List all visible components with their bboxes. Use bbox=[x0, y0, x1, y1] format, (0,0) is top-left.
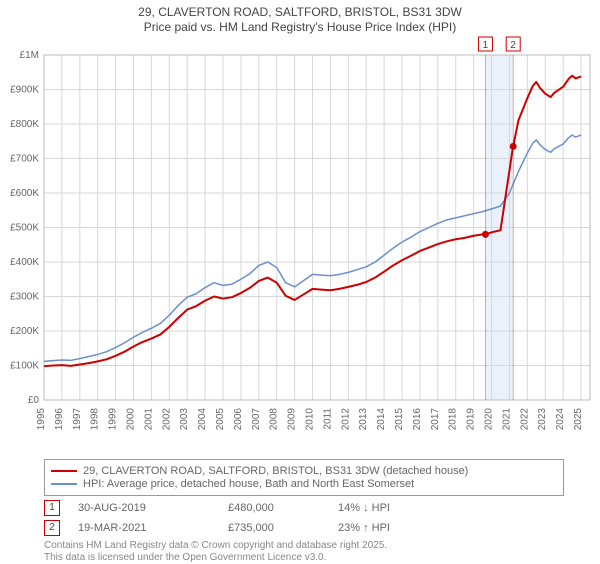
x-tick-label: 2008 bbox=[269, 408, 280, 431]
x-tick-label: 2011 bbox=[322, 408, 333, 430]
marker-badge: 2 bbox=[44, 520, 60, 536]
x-tick-label: 2006 bbox=[233, 408, 244, 431]
marker-info-row: 1 30-AUG-2019£480,00014% ↓ HPI bbox=[44, 500, 600, 516]
x-tick-label: 1995 bbox=[36, 408, 47, 431]
x-tick-label: 2013 bbox=[358, 408, 369, 431]
marker-price: £735,000 bbox=[228, 522, 338, 534]
y-tick-label: £100K bbox=[10, 361, 39, 372]
x-tick-label: 1999 bbox=[108, 408, 119, 431]
marker-delta: 14% ↓ HPI bbox=[338, 502, 458, 514]
title-line2: Price paid vs. HM Land Registry's House … bbox=[0, 20, 600, 35]
y-tick-label: £500K bbox=[10, 223, 39, 234]
x-tick-label: 2017 bbox=[430, 408, 441, 431]
x-tick-label: 2023 bbox=[537, 408, 548, 431]
marker-info-row: 2 19-MAR-2021£735,00023% ↑ HPI bbox=[44, 520, 600, 536]
legend-label: 29, CLAVERTON ROAD, SALTFORD, BRISTOL, B… bbox=[83, 465, 468, 477]
x-tick-label: 2025 bbox=[573, 408, 584, 431]
x-tick-label: 2007 bbox=[251, 408, 262, 431]
title-line1: 29, CLAVERTON ROAD, SALTFORD, BRISTOL, B… bbox=[0, 5, 600, 20]
x-tick-label: 2005 bbox=[215, 408, 226, 431]
y-tick-label: £0 bbox=[28, 395, 40, 406]
attribution-line1: Contains HM Land Registry data © Crown c… bbox=[44, 540, 600, 552]
marker-price: £480,000 bbox=[228, 502, 338, 514]
legend-item: 29, CLAVERTON ROAD, SALTFORD, BRISTOL, B… bbox=[51, 465, 557, 477]
marker-badge-number: 1 bbox=[483, 40, 489, 51]
x-tick-label: 2003 bbox=[179, 408, 190, 431]
marker-date: 30-AUG-2019 bbox=[78, 502, 228, 514]
x-tick-label: 2016 bbox=[412, 408, 423, 431]
marker-badge-number: 2 bbox=[510, 40, 516, 51]
line-chart-svg: £0 £100K £200K £300K £400K £500K £600K £700K £80… bbox=[0, 35, 600, 455]
x-tick-label: 2019 bbox=[466, 408, 477, 431]
attribution-line2: This data is licensed under the Open Gov… bbox=[44, 552, 600, 564]
y-tick-label: £800K bbox=[10, 119, 39, 130]
x-tick-label: 2010 bbox=[305, 408, 316, 431]
y-tick-label: £1M bbox=[20, 50, 39, 61]
x-tick-label: 2021 bbox=[501, 408, 512, 431]
x-tick-label: 2015 bbox=[394, 408, 405, 431]
x-tick-label: 2014 bbox=[376, 408, 387, 431]
legend-swatch bbox=[51, 483, 77, 485]
x-tick-label: 2012 bbox=[340, 408, 351, 431]
x-tick-label: 2004 bbox=[197, 408, 208, 431]
x-tick-label: 1998 bbox=[90, 408, 101, 431]
marker-date: 19-MAR-2021 bbox=[78, 522, 228, 534]
x-tick-label: 2009 bbox=[287, 408, 298, 431]
chart-title: 29, CLAVERTON ROAD, SALTFORD, BRISTOL, B… bbox=[0, 0, 600, 35]
y-tick-label: £600K bbox=[10, 188, 39, 199]
x-tick-label: 1996 bbox=[54, 408, 65, 431]
x-tick-label: 2020 bbox=[484, 408, 495, 431]
chart-area: £0 £100K £200K £300K £400K £500K £600K £700K £80… bbox=[0, 35, 600, 455]
attribution: Contains HM Land Registry data © Crown c… bbox=[44, 540, 600, 564]
x-tick-label: 2002 bbox=[161, 408, 172, 431]
marker-badge: 1 bbox=[44, 500, 60, 516]
x-tick-label: 1997 bbox=[72, 408, 83, 431]
y-tick-label: £400K bbox=[10, 257, 39, 268]
x-tick-label: 2001 bbox=[143, 408, 154, 431]
legend: 29, CLAVERTON ROAD, SALTFORD, BRISTOL, B… bbox=[44, 459, 564, 496]
x-tick-label: 2018 bbox=[448, 408, 459, 431]
legend-label: HPI: Average price, detached house, Bath… bbox=[83, 478, 414, 490]
marker-delta: 23% ↑ HPI bbox=[338, 522, 458, 534]
x-tick-label: 2024 bbox=[555, 408, 566, 431]
y-tick-label: £900K bbox=[10, 85, 39, 96]
y-tick-label: £700K bbox=[10, 154, 39, 165]
legend-item: HPI: Average price, detached house, Bath… bbox=[51, 478, 557, 490]
y-tick-label: £300K bbox=[10, 292, 39, 303]
x-tick-label: 2022 bbox=[519, 408, 530, 431]
y-tick-label: £200K bbox=[10, 326, 39, 337]
x-tick-label: 2000 bbox=[126, 408, 137, 431]
legend-swatch bbox=[51, 470, 77, 472]
